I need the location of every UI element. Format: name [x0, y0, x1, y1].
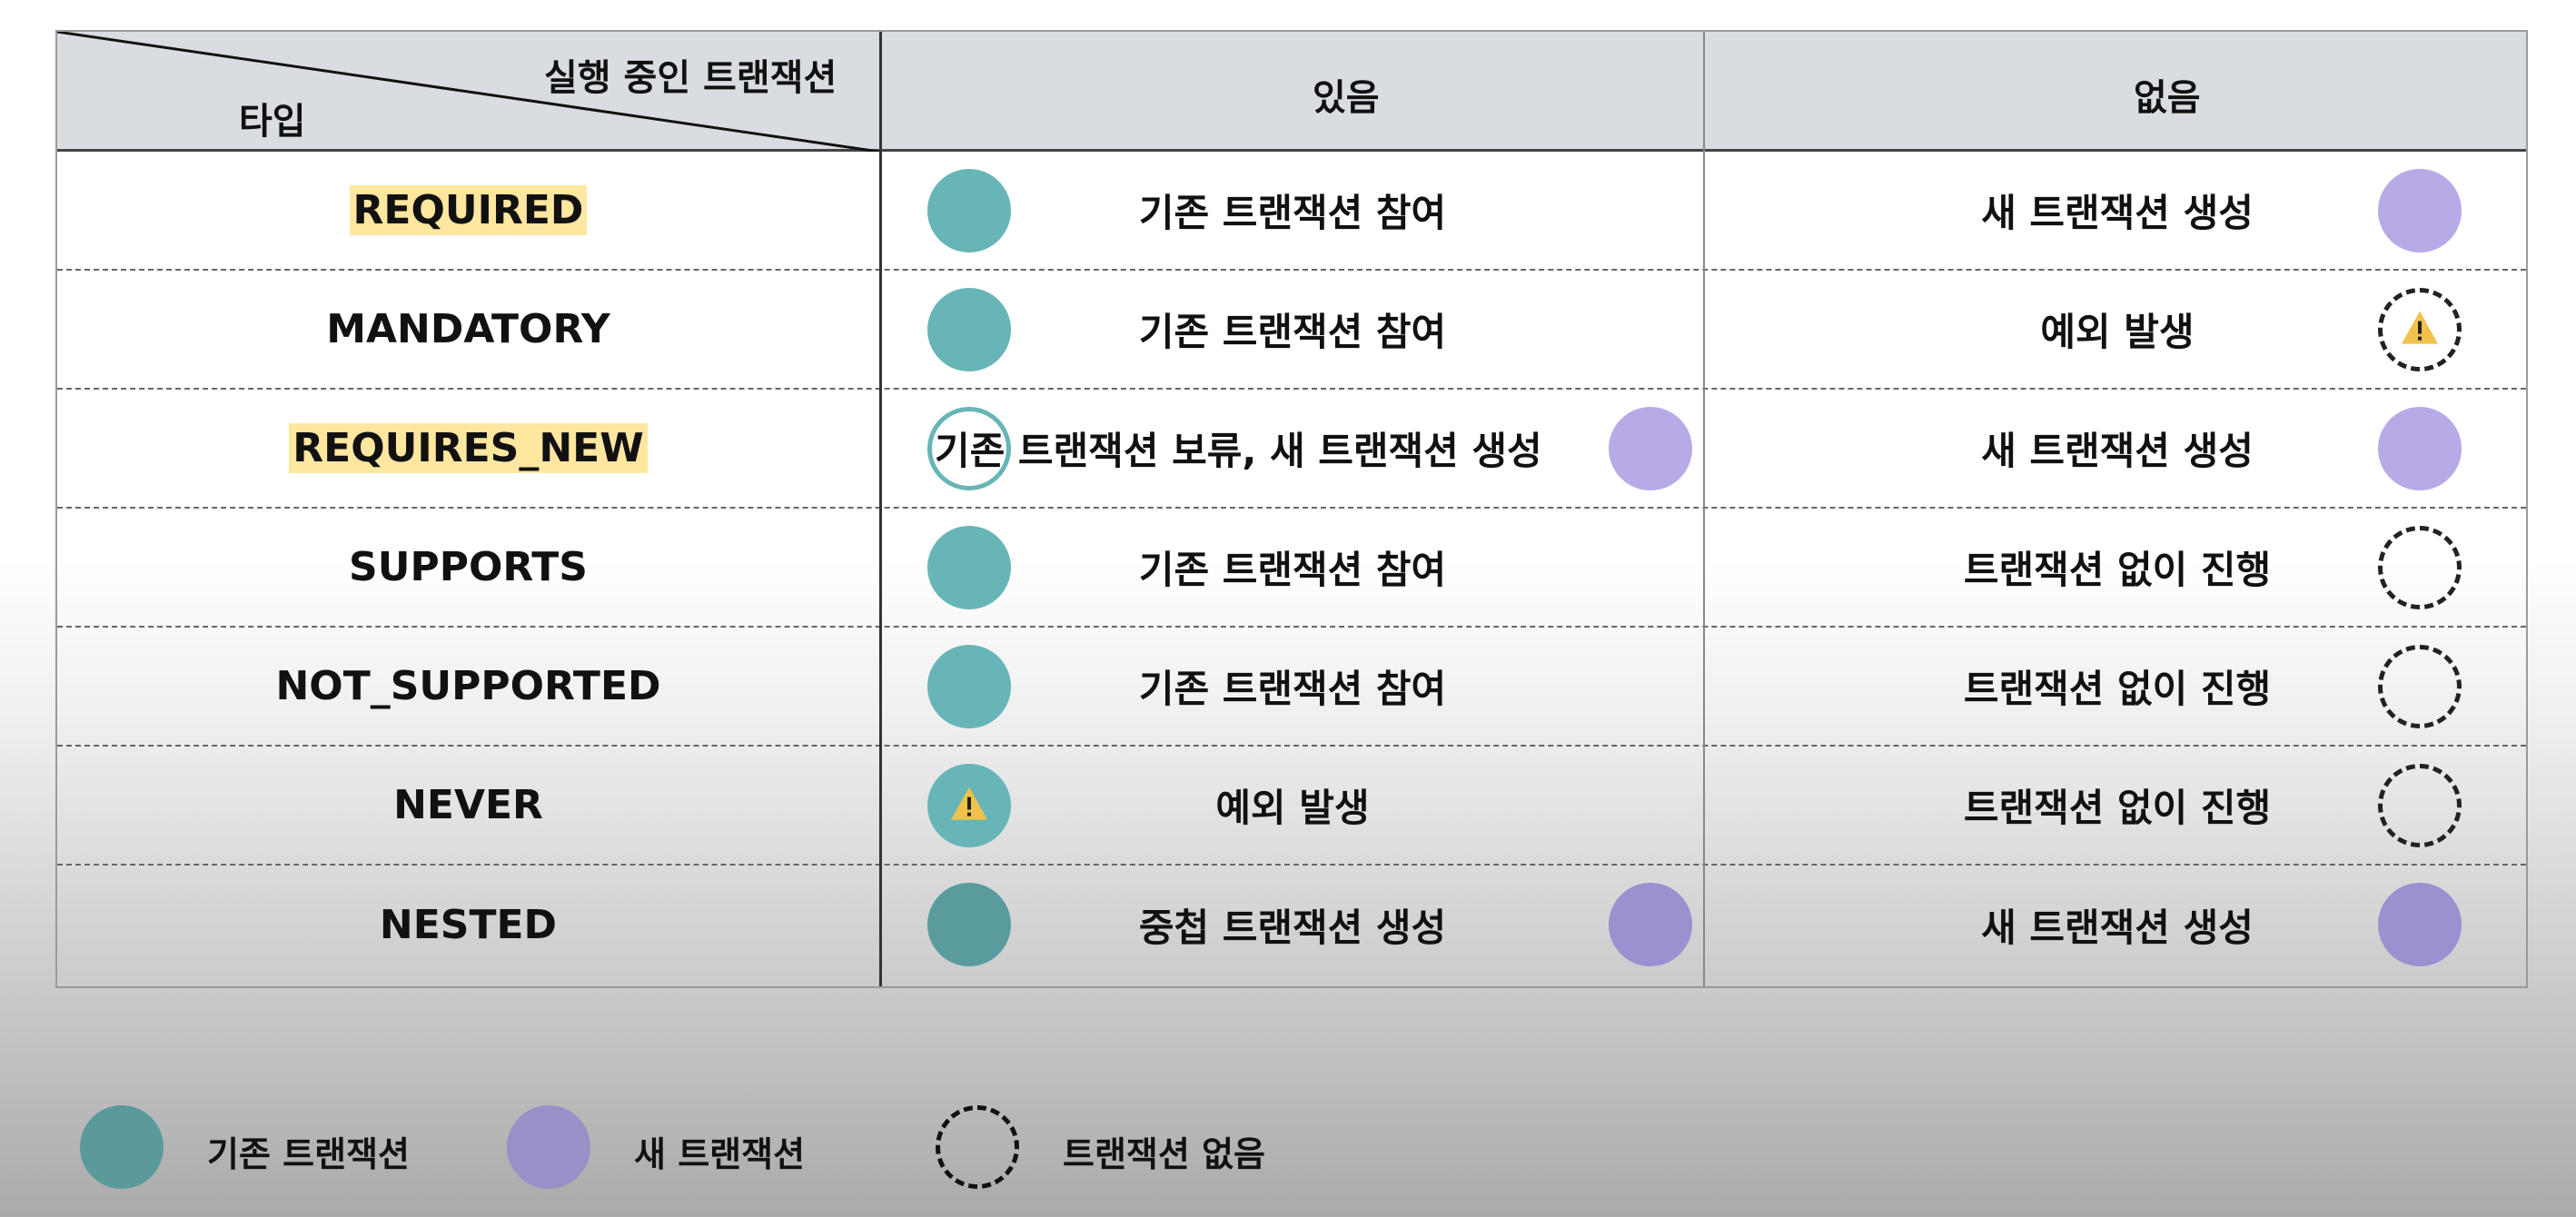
none-behavior-required: 새 트랜잭션 생성 — [1981, 191, 2254, 235]
exists-behavior-supports: 기존 트랜잭션 참여 — [1138, 548, 1447, 592]
legend-none-label: 트랜잭션 없음 — [1063, 1134, 1265, 1174]
type-label-required: REQUIRED — [349, 185, 588, 235]
existing-transaction-circle — [927, 883, 1011, 966]
new-transaction-circle — [2378, 169, 2462, 252]
existing-transaction-circle — [927, 645, 1011, 728]
none-behavior-not-supported: 트랜잭션 없이 진행 — [1963, 667, 2272, 711]
no-transaction-dashed-circle — [2378, 288, 2462, 371]
legend-new-label: 새 트랜잭션 — [634, 1134, 806, 1174]
existing-transaction-circle — [927, 764, 1011, 847]
type-label-nested: NESTED — [379, 902, 558, 948]
header-diagonal-line — [57, 32, 879, 152]
no-transaction-dashed-circle — [2378, 526, 2462, 609]
new-transaction-circle — [1609, 883, 1692, 966]
header-exists-label: 있음 — [1313, 77, 1380, 119]
exists-behavior-mandatory: 기존 트랜잭션 참여 — [1138, 310, 1447, 354]
column-divider-exists — [1703, 32, 1705, 986]
column-divider-type — [879, 32, 882, 986]
type-label-supports: SUPPORTS — [349, 544, 588, 590]
type-label-never: NEVER — [393, 782, 543, 828]
none-behavior-never: 트랜잭션 없이 진행 — [1963, 786, 2272, 830]
legend-existing-circle — [80, 1105, 163, 1189]
header-running-transaction-label: 실행 중인 트랜잭션 — [544, 57, 837, 99]
existing-transaction-circle — [927, 526, 1011, 609]
none-behavior-mandatory: 예외 발생 — [2040, 310, 2195, 354]
table-row-not-supported: NOT_SUPPORTED 기존 트랜잭션 참여 트랜잭션 없이 진행 — [57, 628, 2526, 747]
new-transaction-circle — [2378, 883, 2462, 966]
warning-icon — [951, 787, 987, 820]
exists-behavior-not-supported: 기존 트랜잭션 참여 — [1138, 667, 1447, 711]
header-type-label: 타입 — [239, 101, 306, 143]
type-label-mandatory: MANDATORY — [326, 306, 610, 352]
legend-existing-label: 기존 트랜잭션 — [207, 1134, 410, 1174]
exists-behavior-requires-new: 기존 트랜잭션 보류, 새 트랜잭션 생성 — [935, 429, 1542, 473]
type-label-requires-new: REQUIRES_NEW — [289, 423, 648, 473]
no-transaction-dashed-circle — [2378, 764, 2462, 847]
none-behavior-supports: 트랜잭션 없이 진행 — [1963, 548, 2272, 592]
table-row-required: REQUIRED 기존 트랜잭션 참여 새 트랜잭션 생성 — [57, 152, 2526, 271]
suspended-transaction-ring — [927, 407, 1011, 490]
legend-new-circle — [507, 1105, 590, 1189]
table-header: 실행 중인 트랜잭션 타입 있음 없음 — [57, 32, 2526, 152]
new-transaction-circle — [1609, 407, 1692, 490]
propagation-table: 실행 중인 트랜잭션 타입 있음 없음 REQUIRED 기존 트랜잭션 참여 … — [55, 30, 2528, 988]
exists-behavior-nested: 중첩 트랜잭션 생성 — [1138, 905, 1447, 950]
existing-transaction-circle — [927, 169, 1011, 252]
warning-icon — [2402, 311, 2438, 344]
header-none-label: 없음 — [2134, 77, 2201, 119]
table-row-requires-new: REQUIRES_NEW 기존 트랜잭션 보류, 새 트랜잭션 생성 새 트랜잭… — [57, 390, 2526, 509]
exists-behavior-never: 예외 발생 — [1215, 786, 1370, 830]
none-behavior-requires-new: 새 트랜잭션 생성 — [1981, 429, 2254, 473]
existing-transaction-circle — [927, 288, 1011, 371]
table-row-mandatory: MANDATORY 기존 트랜잭션 참여 예외 발생 — [57, 271, 2526, 390]
type-label-not-supported: NOT_SUPPORTED — [275, 663, 661, 709]
none-behavior-nested: 새 트랜잭션 생성 — [1981, 905, 2254, 950]
table-row-supports: SUPPORTS 기존 트랜잭션 참여 트랜잭션 없이 진행 — [57, 509, 2526, 628]
no-transaction-dashed-circle — [2378, 645, 2462, 728]
table-row-never: NEVER 예외 발생 트랜잭션 없이 진행 — [57, 747, 2526, 866]
table-row-nested: NESTED 중첩 트랜잭션 생성 새 트랜잭션 생성 — [57, 866, 2526, 984]
legend-none-dashed-circle — [936, 1105, 1019, 1189]
exists-behavior-required: 기존 트랜잭션 참여 — [1138, 191, 1447, 235]
new-transaction-circle — [2378, 407, 2462, 490]
